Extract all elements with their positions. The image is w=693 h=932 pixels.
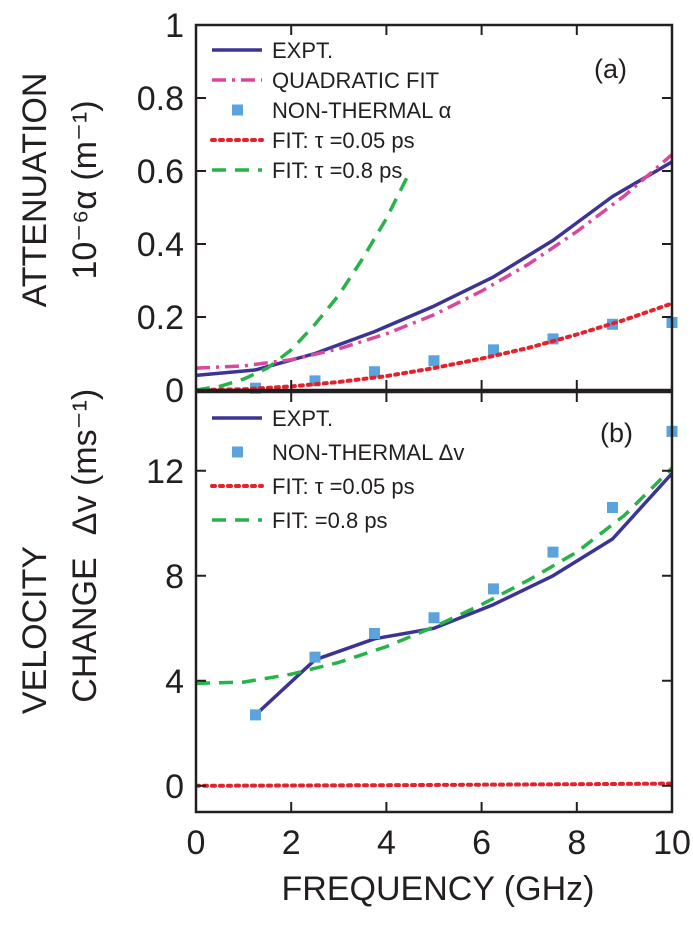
ytick-label: 0.6 <box>137 153 184 191</box>
panel-b-nonthermal-point-6 <box>607 502 618 513</box>
panel-a-frame <box>194 23 674 392</box>
panel-b-ylabel-inner: Δv (ms⁻¹) <box>66 389 104 535</box>
panel-b: 0 4 8 12 0 2 4 6 8 10 EXPT. NON-THERMAL Δv FIT: τ =… <box>16 389 691 862</box>
legend-label-fit_005: FIT: τ =0.05 ps <box>272 128 415 153</box>
panel-b-series <box>196 425 678 788</box>
panel-a-ylabel-outer: ATTENUATION <box>16 73 54 308</box>
panel-b-fit_08-line <box>196 466 672 686</box>
ytick-label: 4 <box>165 663 184 701</box>
panel-b-ylabel-outer-1: VELOCITY <box>16 546 54 714</box>
ytick-label: 0 <box>165 372 184 410</box>
panel-b-ticks: 0 4 8 12 0 2 4 6 8 10 <box>146 392 691 862</box>
xtick-label: 2 <box>282 824 301 862</box>
legend-marker-nonthermal <box>232 104 243 116</box>
ytick-label: 12 <box>146 453 184 491</box>
panel-b-nonthermal-point-4 <box>488 583 499 595</box>
ytick-label: 0 <box>165 768 184 806</box>
ytick-label: 1 <box>165 7 184 45</box>
panel-b-nonthermal-point-5 <box>547 546 559 558</box>
panel-b-nonthermal-point-0 <box>250 709 261 721</box>
panel-a-fit_005-line <box>196 301 672 390</box>
legend-label-fit_08: FIT: =0.8 ps <box>272 508 388 533</box>
ytick-label: 0.2 <box>137 299 184 337</box>
panel-a-nonthermal-point-3 <box>428 355 440 367</box>
panel-a-nonthermal-point-2 <box>369 366 380 378</box>
xtick-label: 0 <box>187 824 206 862</box>
panel-a-legend: EXPT. QUADRATIC FIT NON-THERMAL α FIT: τ =0… <box>210 38 452 183</box>
legend-label-fit_005: FIT: τ =0.05 ps <box>272 474 415 499</box>
panel-a-ylabel-inner: 10⁻⁶α (m⁻¹) <box>66 100 104 279</box>
panel-a-fit_08-line <box>196 170 412 390</box>
panel-a-ticks: 0 0.2 0.4 0.6 0.8 1 <box>137 7 673 410</box>
xtick-label: 8 <box>567 824 586 862</box>
legend-label-fit_08: FIT: τ =0.8 ps <box>272 158 402 183</box>
panel-a-nonthermal-point-5 <box>547 333 559 345</box>
panel-b-fit_005-line <box>196 781 672 788</box>
legend-label-nonthermal: NON-THERMAL Δv <box>272 440 464 465</box>
panel-b-legend: EXPT. NON-THERMAL Δv FIT: τ =0.05 ps FIT: =… <box>210 406 464 533</box>
legend-label-quadratic: QUADRATIC FIT <box>272 68 439 93</box>
panel-b-expt-line <box>254 472 672 717</box>
xtick-label: 10 <box>653 824 691 862</box>
panel-b-label: (b) <box>600 418 633 448</box>
panel-a-nonthermal-point-4 <box>488 344 499 356</box>
panel-a-series <box>196 153 678 394</box>
panel-b-nonthermal-point-1 <box>309 651 321 663</box>
panel-b-nonthermal-point-2 <box>369 628 380 639</box>
xtick-label: 6 <box>472 824 491 862</box>
x-axis-title: FREQUENCY (GHz) <box>282 870 595 908</box>
legend-marker-nonthermal <box>232 446 243 458</box>
panel-b-ylabel-outer-2: CHANGE <box>66 557 104 702</box>
legend-label-expt: EXPT. <box>272 38 333 63</box>
legend-label-expt: EXPT. <box>272 406 333 431</box>
xtick-label: 4 <box>377 824 396 862</box>
panel-a-label: (a) <box>594 54 627 84</box>
ytick-label: 0.4 <box>137 226 184 264</box>
panel-b-frame <box>194 390 674 814</box>
ytick-label: 8 <box>165 558 184 596</box>
ytick-label: 0.8 <box>137 80 184 118</box>
panel-a-quadratic-line <box>196 153 672 370</box>
panel-a-expt-line <box>196 160 672 378</box>
panel-a: 0 0.2 0.4 0.6 0.8 1 EXPT. QUADRATIC FIT NON-THE… <box>16 7 678 410</box>
panel-b-nonthermal-point-3 <box>428 612 440 624</box>
panel-a-nonthermal-point-1 <box>309 375 321 387</box>
legend-label-nonthermal: NON-THERMAL α <box>272 98 452 123</box>
